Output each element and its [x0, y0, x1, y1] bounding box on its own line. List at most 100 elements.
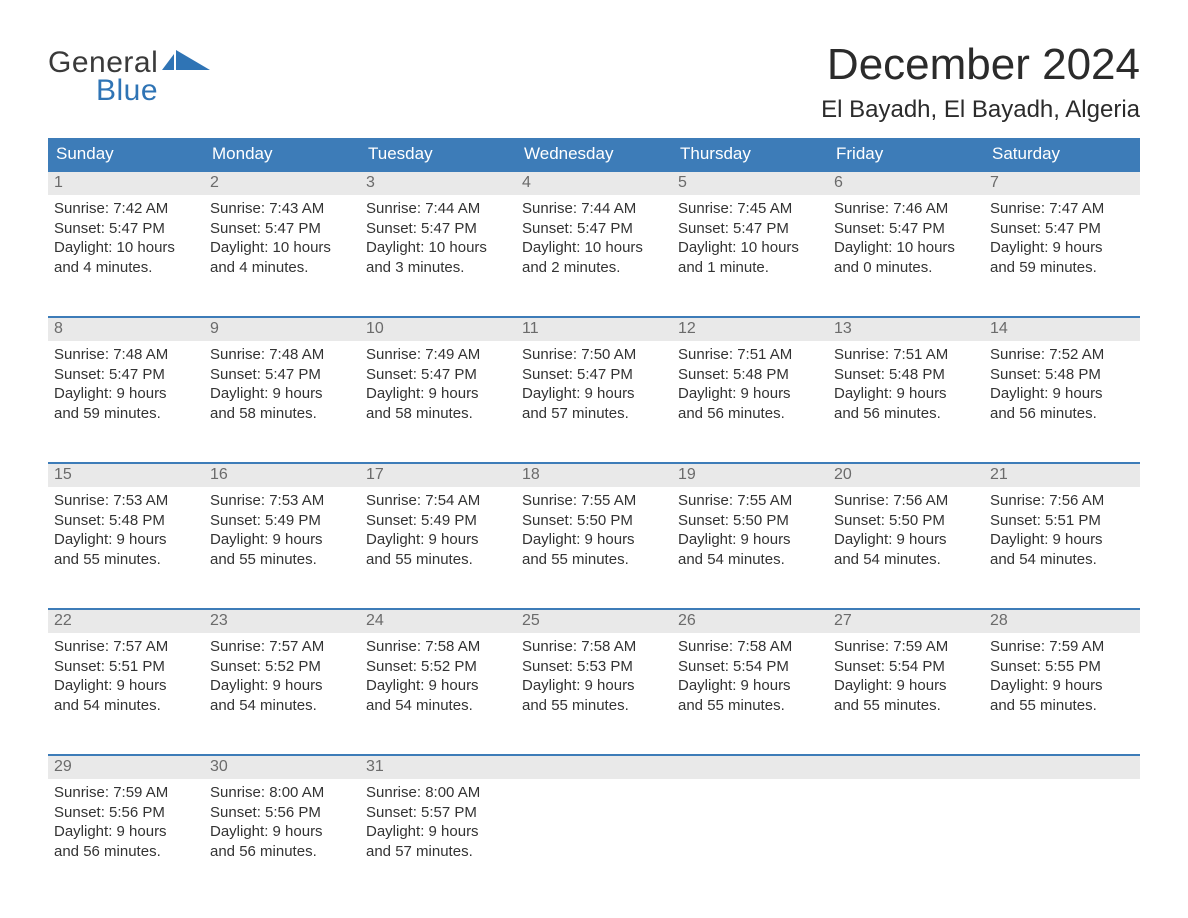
day-cell: 26Sunrise: 7:58 AMSunset: 5:54 PMDayligh…: [672, 610, 828, 736]
day-cell: 5Sunrise: 7:45 AMSunset: 5:47 PMDaylight…: [672, 172, 828, 298]
week-row: 1Sunrise: 7:42 AMSunset: 5:47 PMDaylight…: [48, 170, 1140, 298]
daylight-line2: and 56 minutes.: [678, 404, 822, 424]
weeks-container: 1Sunrise: 7:42 AMSunset: 5:47 PMDaylight…: [48, 170, 1140, 882]
daylight-line1: Daylight: 9 hours: [834, 384, 978, 404]
day-cell: [516, 756, 672, 882]
daylight-line2: and 58 minutes.: [210, 404, 354, 424]
sunrise-text: Sunrise: 7:44 AM: [522, 199, 666, 219]
day-number-empty: [672, 756, 828, 779]
sunrise-text: Sunrise: 7:48 AM: [210, 345, 354, 365]
day-number: 18: [516, 464, 672, 487]
dow-sunday: Sunday: [48, 138, 204, 170]
calendar: Sunday Monday Tuesday Wednesday Thursday…: [48, 138, 1140, 882]
daylight-line1: Daylight: 9 hours: [54, 530, 198, 550]
sunset-text: Sunset: 5:47 PM: [678, 219, 822, 239]
daylight-line2: and 2 minutes.: [522, 258, 666, 278]
sunset-text: Sunset: 5:47 PM: [54, 365, 198, 385]
day-body: Sunrise: 7:49 AMSunset: 5:47 PMDaylight:…: [360, 341, 516, 431]
day-body: Sunrise: 7:42 AMSunset: 5:47 PMDaylight:…: [48, 195, 204, 285]
day-cell: [828, 756, 984, 882]
sunrise-text: Sunrise: 7:48 AM: [54, 345, 198, 365]
daylight-line2: and 59 minutes.: [990, 258, 1134, 278]
day-body: Sunrise: 8:00 AMSunset: 5:57 PMDaylight:…: [360, 779, 516, 869]
sunset-text: Sunset: 5:48 PM: [990, 365, 1134, 385]
day-cell: 27Sunrise: 7:59 AMSunset: 5:54 PMDayligh…: [828, 610, 984, 736]
sunrise-text: Sunrise: 8:00 AM: [366, 783, 510, 803]
sunrise-text: Sunrise: 7:57 AM: [210, 637, 354, 657]
daylight-line1: Daylight: 10 hours: [678, 238, 822, 258]
daylight-line2: and 55 minutes.: [366, 550, 510, 570]
day-number-empty: [516, 756, 672, 779]
day-number: 15: [48, 464, 204, 487]
sunset-text: Sunset: 5:48 PM: [678, 365, 822, 385]
sunset-text: Sunset: 5:49 PM: [210, 511, 354, 531]
sunset-text: Sunset: 5:55 PM: [990, 657, 1134, 677]
day-number: 3: [360, 172, 516, 195]
day-body: Sunrise: 7:56 AMSunset: 5:50 PMDaylight:…: [828, 487, 984, 577]
day-cell: 22Sunrise: 7:57 AMSunset: 5:51 PMDayligh…: [48, 610, 204, 736]
daylight-line2: and 57 minutes.: [366, 842, 510, 862]
header: General Blue December 2024 El Bayadh, El…: [48, 40, 1140, 124]
day-cell: 17Sunrise: 7:54 AMSunset: 5:49 PMDayligh…: [360, 464, 516, 590]
daylight-line2: and 55 minutes.: [54, 550, 198, 570]
daylight-line1: Daylight: 10 hours: [834, 238, 978, 258]
daylight-line2: and 54 minutes.: [990, 550, 1134, 570]
sunrise-text: Sunrise: 7:46 AM: [834, 199, 978, 219]
day-number: 2: [204, 172, 360, 195]
dow-row: Sunday Monday Tuesday Wednesday Thursday…: [48, 138, 1140, 170]
dow-wednesday: Wednesday: [516, 138, 672, 170]
daylight-line1: Daylight: 9 hours: [522, 676, 666, 696]
sunrise-text: Sunrise: 7:55 AM: [678, 491, 822, 511]
daylight-line1: Daylight: 9 hours: [54, 384, 198, 404]
daylight-line1: Daylight: 10 hours: [522, 238, 666, 258]
sunset-text: Sunset: 5:56 PM: [54, 803, 198, 823]
sunset-text: Sunset: 5:47 PM: [834, 219, 978, 239]
day-number-empty: [828, 756, 984, 779]
day-body: Sunrise: 7:59 AMSunset: 5:55 PMDaylight:…: [984, 633, 1140, 723]
daylight-line1: Daylight: 9 hours: [210, 384, 354, 404]
day-cell: 31Sunrise: 8:00 AMSunset: 5:57 PMDayligh…: [360, 756, 516, 882]
sunrise-text: Sunrise: 7:56 AM: [990, 491, 1134, 511]
day-number: 24: [360, 610, 516, 633]
sunset-text: Sunset: 5:54 PM: [834, 657, 978, 677]
day-body: Sunrise: 7:56 AMSunset: 5:51 PMDaylight:…: [984, 487, 1140, 577]
daylight-line2: and 55 minutes.: [522, 550, 666, 570]
day-body: Sunrise: 7:58 AMSunset: 5:54 PMDaylight:…: [672, 633, 828, 723]
daylight-line1: Daylight: 9 hours: [366, 822, 510, 842]
daylight-line1: Daylight: 9 hours: [54, 676, 198, 696]
daylight-line2: and 0 minutes.: [834, 258, 978, 278]
day-number: 1: [48, 172, 204, 195]
daylight-line1: Daylight: 9 hours: [522, 530, 666, 550]
daylight-line1: Daylight: 9 hours: [54, 822, 198, 842]
sunrise-text: Sunrise: 7:45 AM: [678, 199, 822, 219]
sunset-text: Sunset: 5:56 PM: [210, 803, 354, 823]
daylight-line1: Daylight: 9 hours: [990, 676, 1134, 696]
sunrise-text: Sunrise: 7:50 AM: [522, 345, 666, 365]
day-number: 21: [984, 464, 1140, 487]
week-spacer: [48, 298, 1140, 316]
day-number: 29: [48, 756, 204, 779]
sunset-text: Sunset: 5:48 PM: [54, 511, 198, 531]
day-number: 17: [360, 464, 516, 487]
daylight-line2: and 58 minutes.: [366, 404, 510, 424]
sunset-text: Sunset: 5:54 PM: [678, 657, 822, 677]
day-number: 10: [360, 318, 516, 341]
daylight-line2: and 56 minutes.: [990, 404, 1134, 424]
sunrise-text: Sunrise: 7:55 AM: [522, 491, 666, 511]
day-number: 7: [984, 172, 1140, 195]
day-body: Sunrise: 7:59 AMSunset: 5:56 PMDaylight:…: [48, 779, 204, 869]
day-cell: [984, 756, 1140, 882]
daylight-line2: and 4 minutes.: [210, 258, 354, 278]
day-number: 30: [204, 756, 360, 779]
day-number: 14: [984, 318, 1140, 341]
week-row: 15Sunrise: 7:53 AMSunset: 5:48 PMDayligh…: [48, 462, 1140, 590]
daylight-line1: Daylight: 10 hours: [366, 238, 510, 258]
day-body: Sunrise: 7:57 AMSunset: 5:51 PMDaylight:…: [48, 633, 204, 723]
day-body: Sunrise: 7:43 AMSunset: 5:47 PMDaylight:…: [204, 195, 360, 285]
daylight-line2: and 4 minutes.: [54, 258, 198, 278]
day-body: Sunrise: 7:52 AMSunset: 5:48 PMDaylight:…: [984, 341, 1140, 431]
sunset-text: Sunset: 5:50 PM: [678, 511, 822, 531]
daylight-line1: Daylight: 9 hours: [210, 822, 354, 842]
daylight-line1: Daylight: 9 hours: [366, 676, 510, 696]
sunrise-text: Sunrise: 7:49 AM: [366, 345, 510, 365]
